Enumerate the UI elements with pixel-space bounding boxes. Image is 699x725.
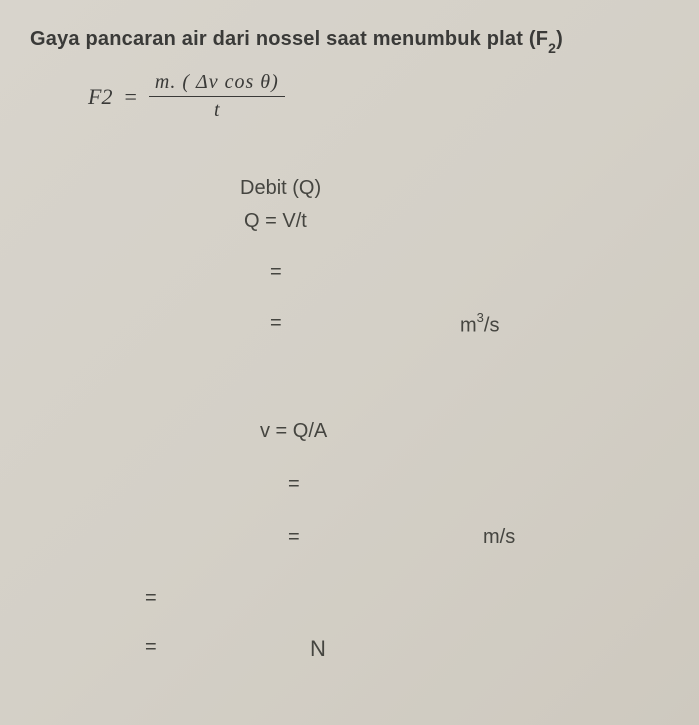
- velocity-unit: m/s: [483, 526, 515, 549]
- bottom-unit: N: [310, 636, 326, 662]
- section-velocity: v = Q/A = = m/s: [260, 420, 669, 549]
- velocity-eq2: =: [288, 526, 300, 548]
- f2-equals: =: [124, 84, 136, 110]
- title-text-after: ): [556, 28, 563, 50]
- bottom-eq-line-2: = N: [145, 636, 669, 659]
- title-text-before: Gaya pancaran air dari nossel saat menum…: [30, 28, 548, 50]
- debit-eq-line-1: =: [270, 261, 669, 284]
- debit-formula: Q = V/t: [244, 210, 669, 233]
- debit-eq-line-2: = m3/s: [270, 312, 669, 335]
- f2-fraction: m. ( Δv cos θ) t: [149, 71, 285, 122]
- formula-f2: F2 = m. ( Δv cos θ) t: [88, 71, 669, 122]
- page-title: Gaya pancaran air dari nossel saat menum…: [30, 28, 669, 53]
- debit-unit-sup: 3: [477, 310, 484, 325]
- debit-heading: Debit (Q): [240, 177, 669, 200]
- f2-numerator: m. ( Δv cos θ): [149, 71, 285, 97]
- debit-eq2: =: [270, 312, 282, 334]
- section-bottom: = = N: [145, 587, 669, 659]
- debit-unit-suffix: /s: [484, 315, 500, 337]
- bottom-eq-line-1: =: [145, 587, 669, 610]
- f2-denominator: t: [214, 97, 220, 122]
- section-debit: Debit (Q) Q = V/t = = m3/s: [240, 177, 669, 335]
- debit-unit-base: m: [460, 315, 477, 337]
- debit-unit: m3/s: [460, 312, 499, 338]
- velocity-eq-line-2: = m/s: [288, 526, 669, 549]
- bottom-eq2: =: [145, 636, 157, 658]
- f2-lhs: F2: [88, 84, 112, 110]
- velocity-formula: v = Q/A: [260, 420, 669, 443]
- title-subscript: 2: [548, 40, 556, 56]
- velocity-eq-line-1: =: [288, 473, 669, 496]
